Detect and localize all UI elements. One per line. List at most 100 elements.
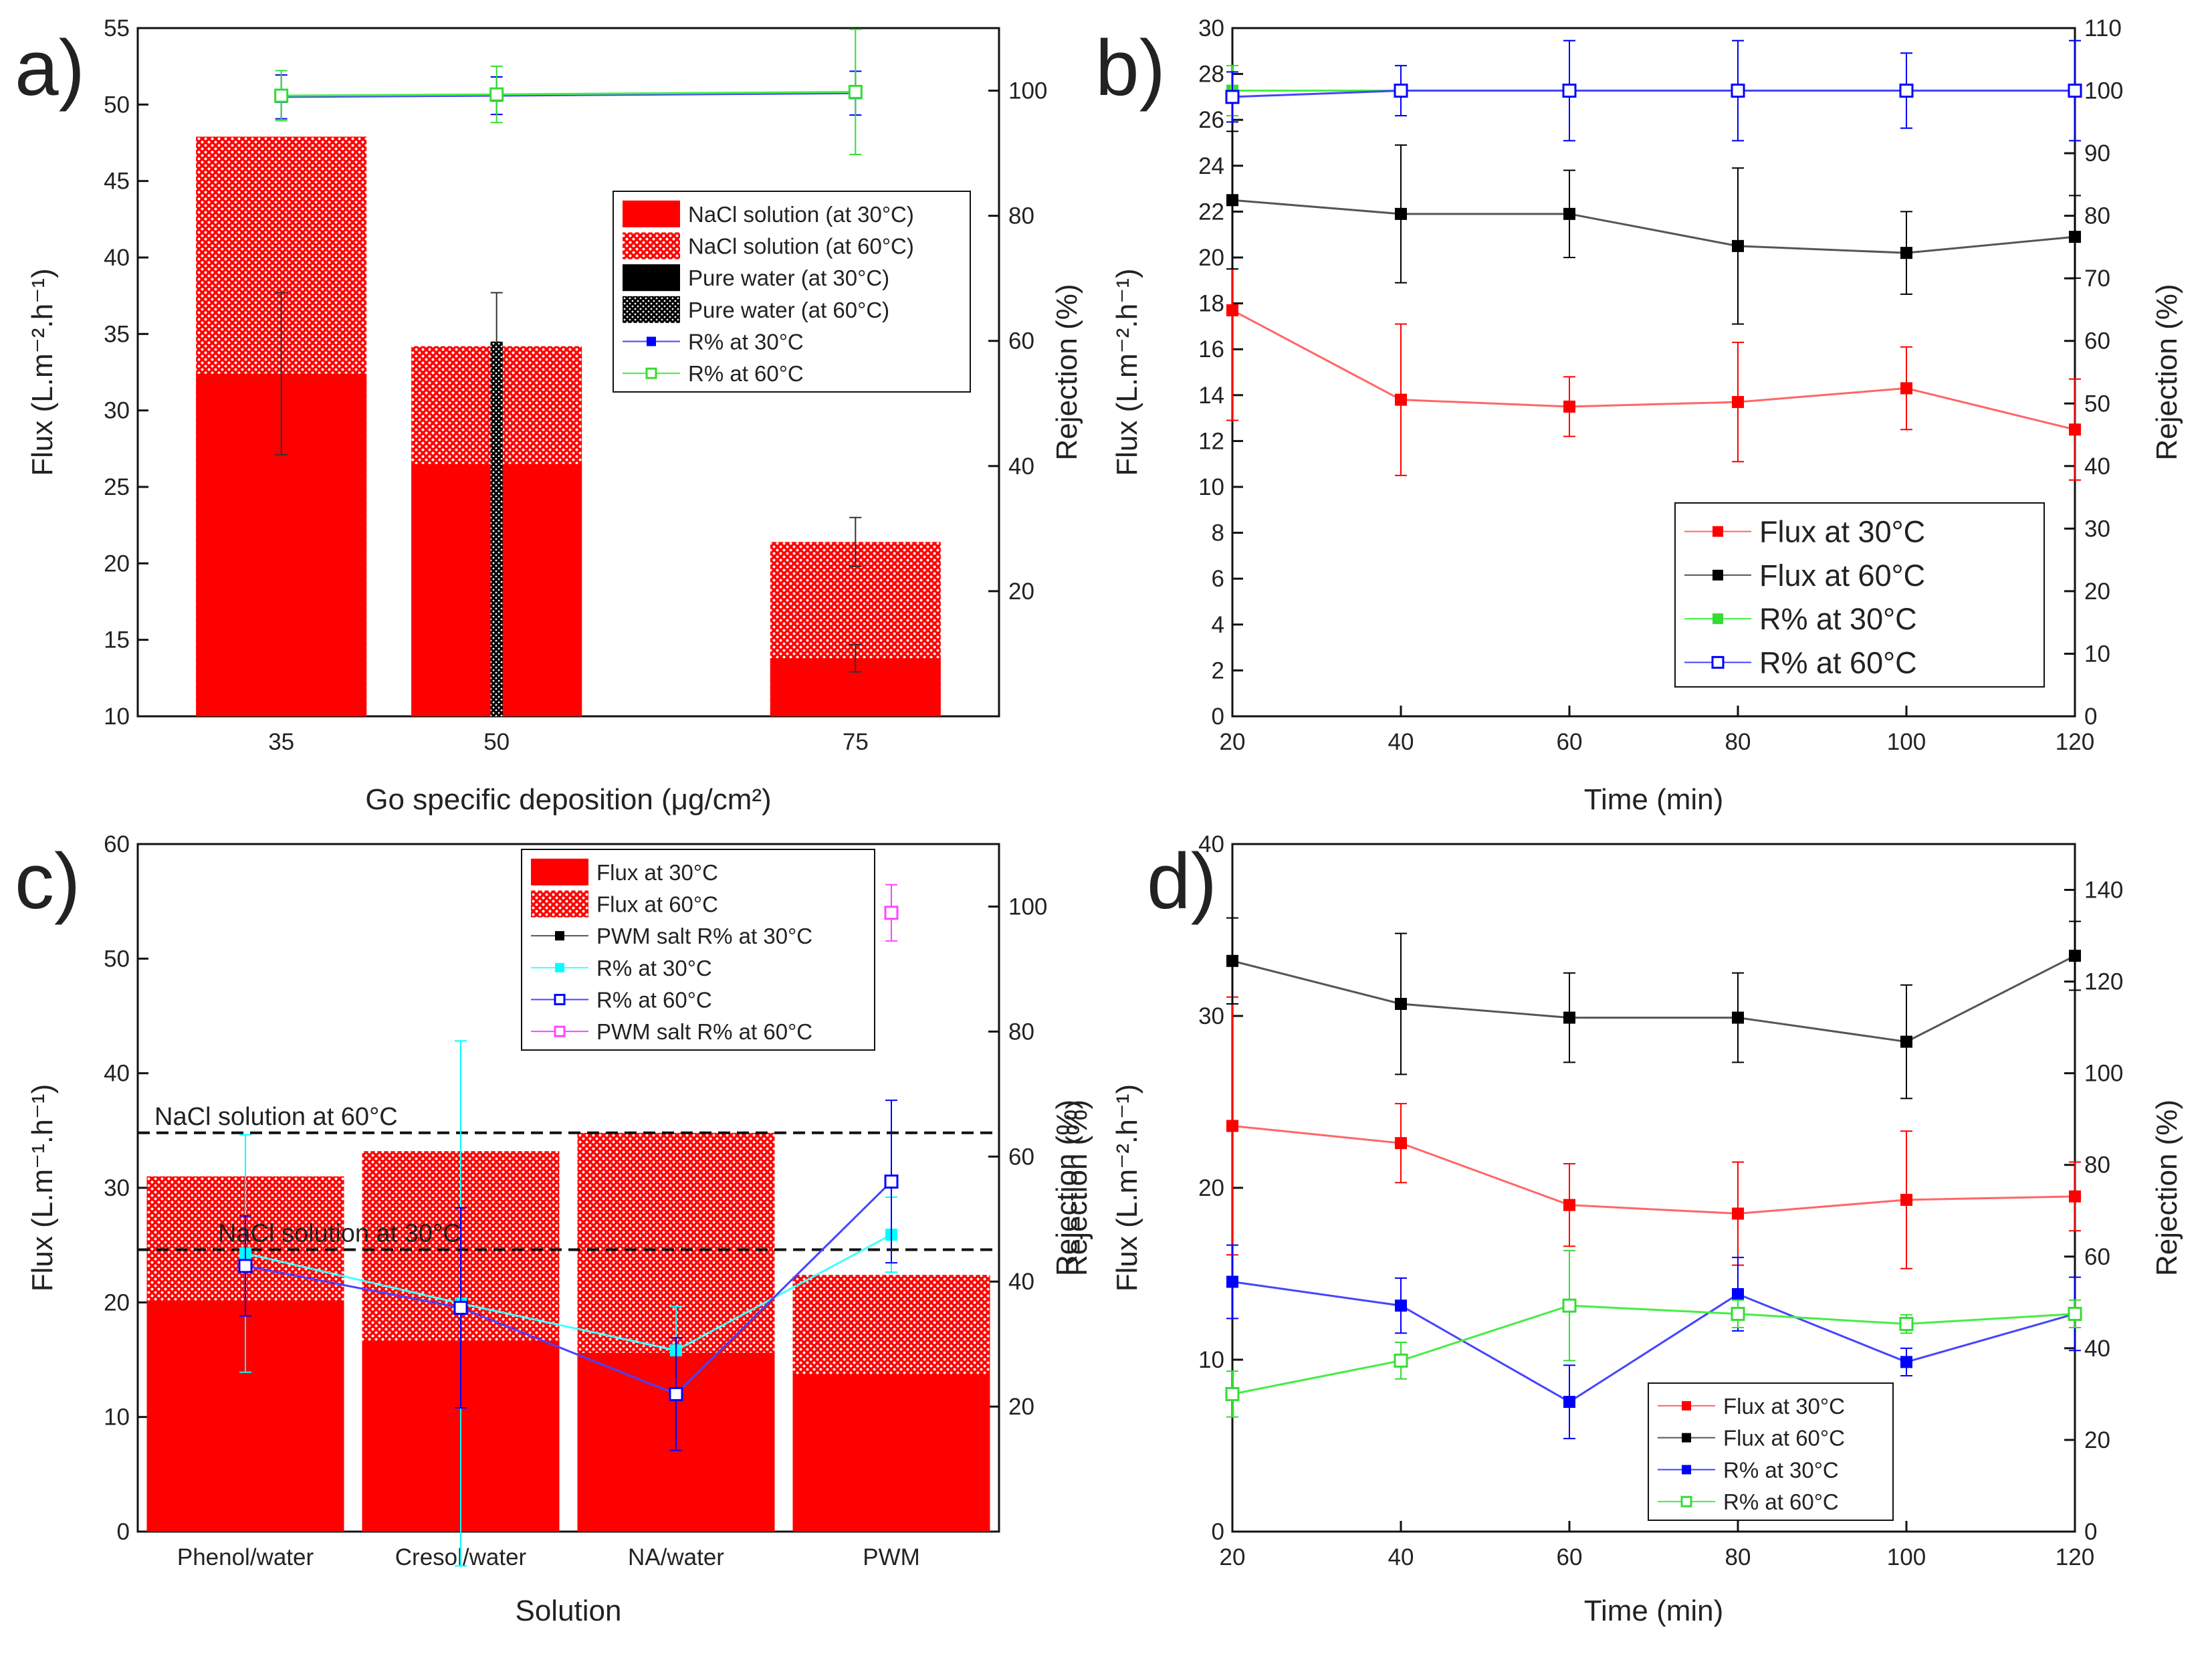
y-tick-label: 15 (104, 627, 130, 653)
y-tick-label: 4 (1212, 612, 1224, 638)
y2-tick-label: 100 (2084, 78, 2123, 104)
y-tick-label: 55 (104, 15, 130, 41)
series-line (1232, 309, 2076, 431)
y2-axis-title-left: Rejection (%) (1050, 284, 1083, 460)
legend-label: R% at 30°C (596, 956, 712, 980)
y-tick-label: 20 (1198, 245, 1224, 271)
y-tick-label: 35 (104, 321, 130, 347)
y-tick-label: 10 (104, 704, 130, 730)
data-point (1226, 954, 1238, 967)
legend-item: Flux at 30°C (531, 858, 718, 886)
legend-swatch (623, 200, 680, 227)
y-tick-label: 30 (1198, 15, 1224, 41)
y-tick-label: 45 (104, 169, 130, 195)
y2-tick-label: 50 (2084, 391, 2110, 417)
legend-marker (1711, 655, 1725, 669)
y2-tick-label: 40 (1008, 1269, 1034, 1295)
data-point (274, 88, 289, 103)
data-point (1732, 1011, 1744, 1024)
panel-b: 0246810121416182022242628300102030405060… (1050, 15, 2183, 816)
legend-label: R% at 30°C (1759, 602, 1917, 636)
y2-tick-label: 70 (2084, 266, 2110, 292)
data-point (1732, 239, 1744, 252)
data-point (1225, 1386, 1240, 1401)
data-point (1731, 1306, 1745, 1321)
legend-label: Flux at 30°C (596, 860, 718, 885)
series-line (1232, 1304, 2076, 1395)
legend-item: R% at 30°C (1658, 1457, 1839, 1482)
y2-tick-label: 20 (2084, 1427, 2110, 1453)
panel-letter: b) (1095, 24, 1166, 112)
data-point (1732, 1207, 1744, 1220)
y-tick-label: 40 (1198, 831, 1224, 857)
y-axis-right: 0 20 40 60 80 100 120 140 (2064, 877, 2123, 1545)
y-tick-label: 26 (1198, 107, 1224, 133)
legend-item: Flux at 30°C (1658, 1394, 1845, 1419)
legend-label: Flux at 60°C (596, 892, 718, 917)
y-tick-label: 30 (104, 398, 130, 424)
reference-line-label: NaCl solution at 30°C (218, 1220, 461, 1248)
y2-tick-label: 100 (1008, 78, 1047, 104)
x-tick-label: 60 (1557, 729, 1583, 755)
data-point (1562, 1298, 1577, 1313)
y2-tick-label: 110 (2084, 15, 2122, 41)
legend: Flux at 30°C Flux at 60°C R% at 30°C R% at … (1674, 502, 2045, 688)
y-tick-label: 18 (1198, 291, 1224, 317)
legend-marker (645, 367, 657, 379)
legend-label: R% at 60°C (688, 361, 804, 386)
legend-item: R% at 60°C (531, 988, 712, 1013)
legend-item: R% at 60°C (1658, 1489, 1839, 1514)
x-tick-label: PWM (863, 1544, 920, 1570)
y-axis-title: Flux (L.m⁻².h⁻¹) (26, 268, 59, 476)
legend-item: Flux at 30°C (1684, 515, 1925, 549)
bars-pure-water-at-60-c- (490, 341, 503, 716)
data-point (1395, 393, 1407, 406)
y2-tick-label: 80 (1008, 203, 1034, 229)
panel-a: 10 15 20 25 30 35 40 45 50 55 20 40 60 80 100 Flux (L.m… (15, 15, 1047, 816)
y2-tick-label: 40 (2084, 453, 2110, 480)
data-point (1226, 1275, 1238, 1288)
legend-swatch (623, 264, 680, 292)
data-point (1563, 1199, 1575, 1211)
data-point (1732, 396, 1744, 409)
y-tick-label: 24 (1198, 153, 1224, 179)
series-flux-at-60-c (1226, 917, 2081, 1100)
y-axis-right: 20 40 60 80 100 (988, 894, 1047, 1420)
y-tick-label: 10 (1198, 1347, 1224, 1373)
series-line (1232, 1124, 2076, 1215)
legend-label: Flux at 30°C (1759, 515, 1925, 549)
y2-tick-label: 120 (2084, 969, 2123, 995)
legend-marker (1682, 1433, 1691, 1443)
y-tick-label: 60 (104, 831, 130, 857)
y-tick-label: 20 (1198, 1175, 1224, 1201)
reference-line: NaCl solution at 60°C (138, 1103, 999, 1134)
reference-line-label: NaCl solution at 60°C (154, 1103, 398, 1131)
series-r-at-60-c (1225, 1249, 2082, 1418)
y-tick-label: 50 (104, 946, 130, 972)
legend-label: Flux at 60°C (1759, 558, 1925, 593)
y2-tick-label: 60 (2084, 1244, 2110, 1270)
y-tick-label: 14 (1198, 383, 1224, 409)
y2-tick-label: 30 (2084, 516, 2110, 542)
x-axis: 20 40 60 80 100 120 (1220, 706, 2094, 755)
x-axis-title: Time (min) (1584, 1594, 1724, 1627)
series-line (245, 1233, 892, 1352)
x-axis-title: Solution (515, 1594, 621, 1627)
series-line (1232, 1281, 2076, 1403)
error-bar (849, 516, 862, 567)
y2-axis-title-right: Rejection (%) (2150, 1100, 2183, 1276)
data-point (848, 84, 863, 99)
legend-label: R% at 60°C (1723, 1489, 1839, 1514)
data-point (2068, 84, 2082, 98)
y2-tick-label: 90 (2084, 140, 2110, 167)
legend-swatch (623, 296, 680, 323)
legend-item: R% at 60°C (623, 361, 804, 386)
x-tick-label: 50 (483, 729, 510, 755)
y-axis-title: Flux (L.m⁻².h⁻¹) (1111, 1084, 1143, 1291)
series-line (1232, 90, 2075, 98)
panel-c: 0 10 20 30 40 50 60 20 40 60 80 100 Flux (L.m⁻¹.h⁻¹)… (15, 831, 1093, 1627)
data-point (1900, 1356, 1912, 1368)
y2-tick-label: 140 (2084, 877, 2123, 904)
data-point (1563, 207, 1575, 220)
y-axis-left: 10 15 20 25 30 35 40 45 50 55 (104, 15, 148, 730)
